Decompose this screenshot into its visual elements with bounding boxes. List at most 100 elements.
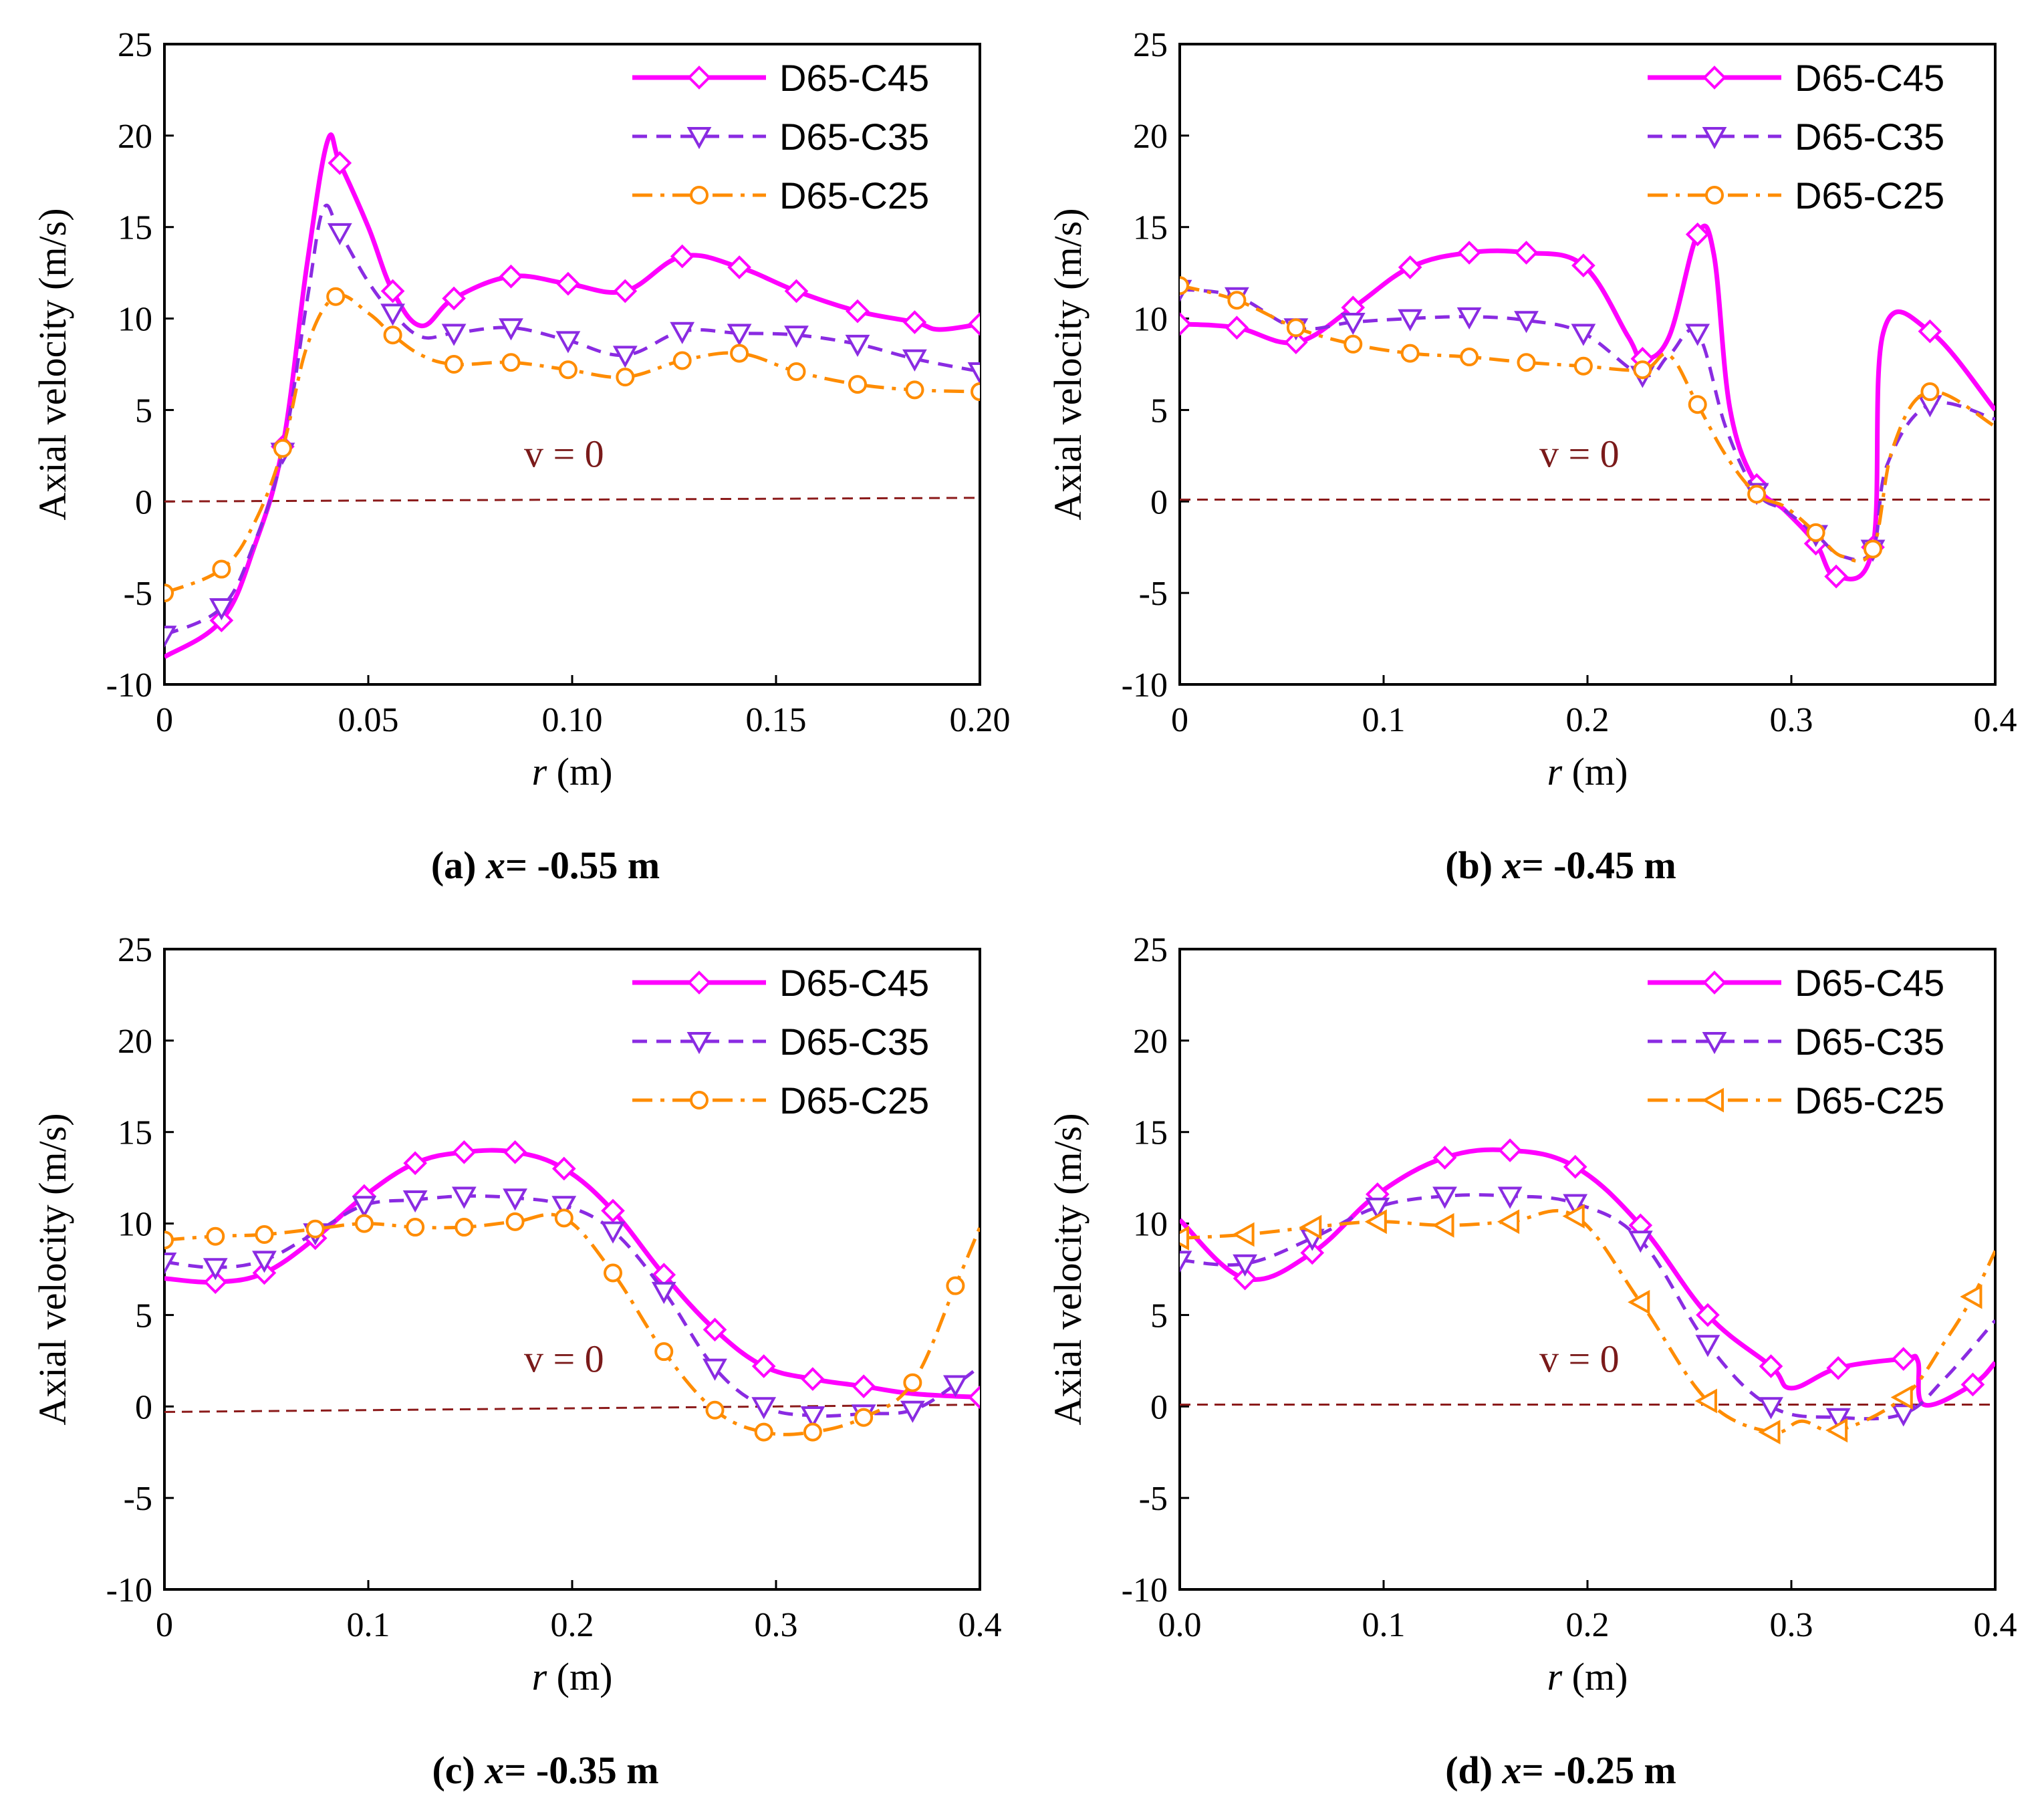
y-tick-label: 20 [118, 1023, 152, 1061]
data-point-D65-C25 [971, 382, 980, 402]
y-tick-label: -10 [106, 1571, 152, 1609]
y-tick-label: 10 [118, 1206, 152, 1244]
series-d-1 [1180, 1186, 1995, 1430]
x-axis-label-d: r (m) [1547, 1655, 1628, 1698]
x-tick-label: 0.15 [746, 701, 807, 739]
data-point-D65-C45 [442, 286, 466, 311]
data-point-D65-C45 [403, 1151, 427, 1176]
series-d-0 [1180, 1138, 1995, 1408]
series-a-2 [164, 287, 980, 603]
data-point-D65-C45 [1432, 1146, 1457, 1170]
data-point-D65-C35 [943, 1375, 968, 1398]
zero-reference-line-c [164, 1404, 981, 1413]
data-point-D65-C45 [1685, 222, 1710, 247]
y-axis-label-b: Axial velocity (m/s) [1046, 208, 1090, 520]
data-point-D65-C25 [305, 1219, 325, 1239]
data-point-D65-C25 [1517, 353, 1536, 372]
data-point-D65-C25 [1864, 539, 1882, 559]
y-tick-label: 0 [1150, 1388, 1168, 1426]
x-tick-label: 0.2 [1566, 1606, 1610, 1644]
series-line-D65-C35 [164, 203, 980, 637]
data-point-D65-C45 [556, 271, 580, 296]
data-point-D65-C45 [1759, 1354, 1783, 1378]
data-point-D65-C25 [854, 1408, 874, 1427]
data-point-D65-C25 [1694, 1388, 1717, 1414]
data-point-D65-C25 [1573, 356, 1593, 376]
x-tick-label: 0.1 [1362, 701, 1406, 739]
data-point-D65-C25 [1344, 334, 1363, 354]
data-point-D65-C25 [787, 362, 806, 381]
data-point-D65-C35 [967, 362, 980, 385]
series-line-D65-C45 [164, 1148, 980, 1400]
data-point-D65-C35 [1695, 1335, 1720, 1357]
data-point-D65-C25 [164, 1230, 174, 1250]
data-point-D65-C25 [1180, 1226, 1189, 1251]
legend-marker-D65-C45 [687, 970, 711, 995]
data-point-D65-C35 [402, 1190, 428, 1213]
data-point-D65-C45 [1696, 1303, 1720, 1327]
data-point-D65-C25 [1299, 1214, 1322, 1240]
legend-label-D65-C35: D65-C35 [1795, 1021, 1944, 1063]
x-tick-label: 0.10 [542, 701, 603, 739]
x-tick-label: 0.4 [1974, 1606, 2017, 1644]
zero-reference-line-a [164, 497, 981, 503]
data-point-D65-C25 [505, 1212, 525, 1231]
data-point-D65-C25 [730, 344, 749, 363]
data-point-D65-C25 [1286, 318, 1305, 338]
data-point-D65-C25 [616, 368, 635, 387]
data-point-D65-C35 [441, 323, 467, 346]
x-tick-label: 0 [156, 1606, 173, 1644]
data-point-D65-C45 [503, 1140, 527, 1164]
x-tick-label: 0.05 [338, 701, 399, 739]
data-point-D65-C25 [1758, 1420, 1781, 1445]
data-point-D65-C25 [1497, 1209, 1520, 1235]
data-point-D65-C35 [784, 326, 809, 348]
series-line-D65-C25 [1180, 283, 1995, 563]
data-point-D65-C35 [1891, 1404, 1916, 1427]
data-point-D65-C25 [848, 375, 867, 394]
data-point-D65-C35 [164, 626, 177, 648]
y-tick-label: 0 [1150, 483, 1168, 521]
legend-a: D65-C45 D65-C35 D65-C25 [632, 57, 929, 217]
legend-marker-D65-C35 [1702, 1032, 1727, 1055]
chart-panel-c: -10 -5 0 5 10 15 20 25 0 0.1 0.2 0.3 0.4 r (m) Axial v… [31, 931, 1002, 1792]
data-point-D65-C35 [1571, 323, 1596, 346]
data-point-D65-C45 [601, 1198, 625, 1223]
data-point-D65-C45 [1180, 311, 1192, 336]
data-point-D65-C25 [1747, 485, 1767, 504]
data-point-D65-C45 [1398, 255, 1422, 279]
data-point-D65-C25 [1180, 276, 1189, 295]
data-point-D65-C35 [845, 334, 870, 358]
x-tick-label: 0.3 [1770, 701, 1813, 739]
y-tick-label: -10 [1122, 666, 1168, 704]
data-point-D65-C45 [252, 1261, 277, 1285]
data-point-D65-C35 [702, 1358, 727, 1381]
data-point-D65-C25 [1400, 344, 1420, 363]
data-point-D65-C25 [1633, 360, 1652, 380]
data-point-D65-C25 [705, 1400, 725, 1420]
y-tick-label: 25 [1133, 931, 1168, 969]
data-point-D65-C35 [1563, 1194, 1588, 1216]
data-point-D65-C25 [406, 1218, 425, 1237]
data-point-D65-C25 [455, 1218, 474, 1237]
data-point-D65-C35 [209, 598, 234, 621]
x-tick-label: 0.4 [959, 1606, 1002, 1644]
data-point-D65-C35 [203, 1258, 228, 1281]
x-tick-label: 0.0 [1158, 1606, 1202, 1644]
data-point-D65-C25 [1688, 395, 1707, 414]
data-point-D65-C45 [801, 1367, 825, 1392]
legend-label-D65-C25: D65-C25 [1795, 1079, 1944, 1122]
data-point-D65-C45 [499, 264, 523, 289]
data-point-D65-C35 [1825, 1408, 1851, 1430]
data-point-D65-C25 [903, 1373, 922, 1392]
legend-marker-D65-C45 [1702, 970, 1727, 995]
legend-marker-D65-C25 [690, 186, 709, 205]
legend-marker-D65-C45 [1702, 66, 1727, 90]
data-point-D65-C45 [1284, 330, 1308, 354]
y-tick-label: 10 [1133, 301, 1168, 339]
x-tick-label: 0 [156, 701, 173, 739]
series-line-D65-C25 [164, 1212, 980, 1436]
data-point-D65-C45 [1457, 241, 1481, 265]
data-point-D65-C35 [651, 1281, 676, 1304]
data-point-D65-C45 [1225, 315, 1249, 340]
